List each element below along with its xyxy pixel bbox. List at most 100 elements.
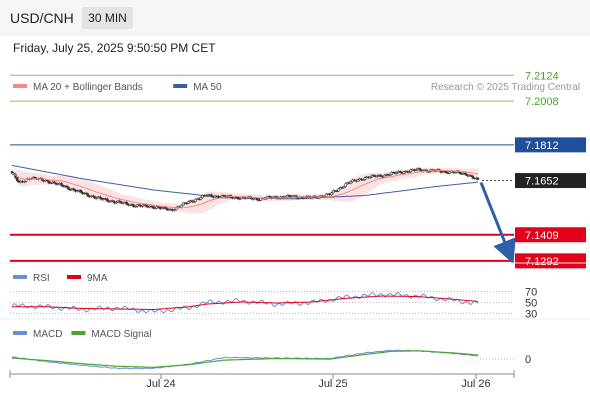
rsi-ma-line: [12, 295, 479, 310]
candle: [349, 181, 353, 184]
level-label: 7.1812: [525, 140, 559, 152]
candle: [335, 190, 339, 192]
candle: [192, 201, 196, 203]
candle: [23, 181, 26, 183]
candle: [342, 186, 346, 189]
candle: [46, 180, 49, 182]
candle: [72, 188, 76, 191]
datetime-label: Friday, July 25, 2025 9:50:50 PM CET: [13, 41, 216, 55]
timeframe-button[interactable]: 30 MIN: [82, 7, 133, 29]
legend-swatch: [13, 84, 27, 88]
candle: [369, 176, 372, 179]
candle: [160, 207, 164, 209]
candle: [60, 183, 63, 186]
candle: [376, 175, 379, 178]
candle: [409, 169, 413, 173]
candle: [47, 180, 51, 184]
symbol-label: USD/CNH: [10, 10, 74, 26]
candle: [118, 200, 121, 203]
candle: [337, 188, 340, 192]
level-badge: [515, 253, 586, 269]
candle: [132, 204, 136, 207]
macd-line: [12, 349, 478, 370]
candle: [91, 195, 95, 197]
x-tick-label: Jul 24: [146, 378, 175, 390]
candle: [476, 177, 480, 180]
candle: [67, 186, 70, 190]
legend-label: 9MA: [87, 273, 108, 284]
candle: [362, 179, 365, 181]
level-badge: [515, 227, 586, 243]
legend-label: MACD Signal: [91, 329, 151, 340]
level-label: 7.1292: [525, 256, 559, 268]
macd-level-label: 0: [525, 354, 531, 366]
x-tick-label: Jul 25: [318, 378, 347, 390]
candle: [144, 204, 148, 207]
candle: [453, 172, 457, 174]
level-label: 7.1409: [525, 230, 559, 242]
level-badge: [515, 137, 586, 153]
candle: [125, 201, 128, 205]
candle: [399, 171, 402, 173]
time-axis: Jul 24 Jul 25 Jul 26: [9, 370, 515, 390]
candle: [360, 178, 363, 181]
candle: [84, 192, 88, 195]
candle: [459, 171, 462, 175]
x-tick-label: Jul 26: [461, 378, 490, 390]
legend-swatch: [13, 331, 27, 335]
candle: [153, 207, 157, 210]
level-badge: [515, 173, 586, 189]
candle: [106, 198, 109, 202]
candle: [356, 179, 360, 182]
rsi-level-label: 50: [525, 298, 537, 310]
price-panel: MA 20 + Bollinger Bands MA 50 Research © 2…: [10, 70, 586, 269]
candle: [418, 168, 421, 171]
candle: [181, 202, 185, 206]
candle: [303, 197, 307, 199]
candle: [114, 201, 118, 204]
candle: [402, 171, 406, 174]
candle: [53, 181, 56, 184]
candle: [444, 170, 448, 173]
candle: [395, 172, 399, 174]
legend-label: MA 20 + Bollinger Bands: [33, 82, 143, 93]
macd-panel: MACD MACD Signal 0: [0, 318, 590, 370]
legend-swatch: [71, 331, 86, 335]
rsi-level-label: 30: [525, 308, 537, 320]
candle: [86, 193, 90, 197]
candle: [33, 177, 37, 179]
candle: [79, 190, 83, 193]
candle: [330, 192, 333, 195]
candle: [471, 175, 474, 179]
candle: [190, 200, 194, 203]
candle: [65, 185, 68, 188]
candle: [268, 196, 271, 198]
candle: [344, 183, 347, 187]
candle: [388, 174, 391, 176]
candle: [180, 204, 183, 208]
legend-swatch: [67, 275, 81, 279]
candle: [256, 198, 259, 201]
candle: [173, 209, 176, 211]
candle: [199, 197, 203, 200]
candle: [464, 172, 467, 176]
rsi-level-label: 70: [525, 287, 537, 299]
candle: [332, 190, 335, 194]
candle: [49, 182, 53, 184]
level-label: 7.1652: [525, 176, 559, 188]
legend-swatch: [13, 275, 27, 279]
candle: [414, 169, 418, 171]
candle: [95, 197, 98, 199]
legend-label: RSI: [33, 273, 50, 284]
candle: [187, 201, 190, 204]
legend-swatch: [173, 84, 188, 88]
legend-label: MACD: [33, 329, 62, 340]
legend-label: MA 50: [193, 82, 222, 93]
candle: [201, 195, 204, 198]
candle: [448, 171, 452, 174]
header-bar: USD/CNH 30 MIN: [0, 0, 590, 36]
candle: [151, 206, 155, 209]
candle: [238, 198, 241, 200]
